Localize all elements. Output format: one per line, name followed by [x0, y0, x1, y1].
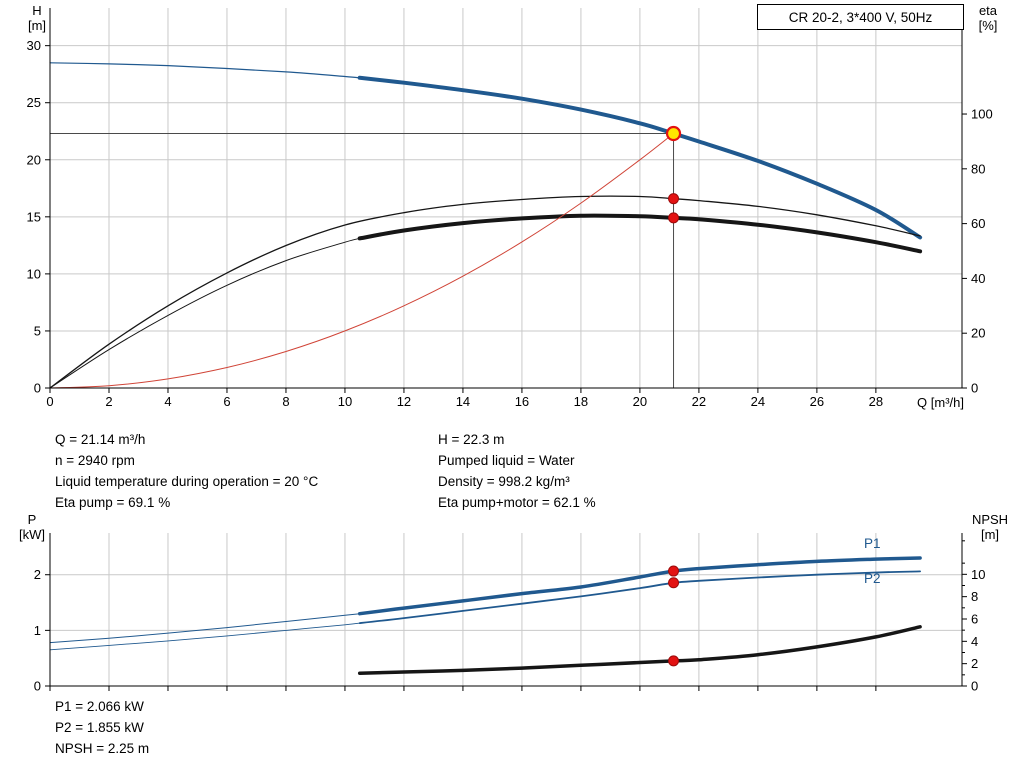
x-tick-label: 12 — [397, 394, 411, 409]
eta-pump-point — [668, 193, 680, 205]
y-left-tick-label: 10 — [27, 266, 41, 281]
y-right-tick-label: 8 — [971, 589, 978, 604]
x-tick-label: 8 — [282, 394, 289, 409]
npsh-axis-symbol: NPSH — [971, 512, 1009, 527]
y-right-tick-label: 0 — [971, 381, 978, 396]
p2-curve — [358, 570, 921, 624]
y-right-tick-label: 10 — [971, 567, 985, 582]
y-right-tick-label: 6 — [971, 611, 978, 626]
eta-axis-label: eta [%] — [966, 3, 1010, 33]
head-axis-symbol: H — [32, 3, 42, 18]
y-left-tick-label: 2 — [34, 567, 41, 582]
duty-point — [665, 125, 682, 142]
npsh-axis-label: NPSH [m] — [962, 512, 1018, 542]
x-tick-label: 10 — [338, 394, 352, 409]
p1-point — [668, 565, 680, 577]
x-tick-label: 24 — [751, 394, 765, 409]
power-npsh-results: P1 = 2.066 kW P2 = 1.855 kW NPSH = 2.25 … — [55, 696, 149, 759]
x-tick-label: 26 — [810, 394, 824, 409]
npsh-axis-unit: [m] — [980, 527, 1000, 542]
eta-pump-motor-curve — [357, 213, 923, 254]
flow-text: Q = 21.14 m³/h — [55, 432, 146, 447]
eta-axis-symbol: eta — [978, 3, 998, 18]
pump-model-title: CR 20-2, 3*400 V, 50Hz — [757, 4, 964, 30]
density-text: Density = 998.2 kg/m³ — [438, 474, 570, 489]
y-right-tick-label: 100 — [971, 107, 993, 122]
power-axis-label: P [kW] — [12, 512, 52, 542]
y-left-tick-label: 5 — [34, 323, 41, 338]
npsh-curve — [357, 625, 922, 675]
pumped-liquid-text: Pumped liquid = Water — [438, 453, 575, 468]
duty-point-info-right: H = 22.3 m Pumped liquid = Water Density… — [438, 429, 596, 513]
x-tick-label: 4 — [164, 394, 171, 409]
y-right-tick-label: 2 — [971, 656, 978, 671]
liquid-temperature-text: Liquid temperature during operation = 20… — [55, 474, 319, 489]
x-tick-label: 2 — [105, 394, 112, 409]
p2-point — [668, 577, 680, 589]
x-tick-label: 20 — [633, 394, 647, 409]
duty-point-info-left: Q = 21.14 m³/h n = 2940 rpm Liquid tempe… — [55, 429, 318, 513]
p1-curve — [357, 556, 922, 616]
y-left-tick-label: 0 — [34, 679, 41, 694]
eta-axis-unit: [%] — [978, 18, 998, 33]
x-tick-label: 16 — [515, 394, 529, 409]
speed-text: n = 2940 rpm — [55, 453, 135, 468]
p2-result-text: P2 = 1.855 kW — [55, 720, 144, 735]
x-tick-label: 28 — [869, 394, 883, 409]
head-text: H = 22.3 m — [438, 432, 505, 447]
y-right-tick-label: 40 — [971, 271, 985, 286]
y-right-tick-label: 60 — [971, 216, 985, 231]
eta-pump-motor-thin — [49, 237, 361, 389]
y-left-tick-label: 20 — [27, 152, 41, 167]
y-right-tick-label: 0 — [971, 679, 978, 694]
eta-pump-text: Eta pump = 69.1 % — [55, 495, 171, 510]
npsh-result-text: NPSH = 2.25 m — [55, 741, 150, 756]
p2-curve-label: P2 — [864, 571, 881, 586]
p1-curve-label: P1 — [864, 536, 881, 551]
y-left-tick-label: 25 — [27, 95, 41, 110]
power-axis-symbol: P — [27, 512, 37, 527]
power-axis-unit: [kW] — [19, 527, 45, 542]
head-curve-thin — [49, 62, 361, 79]
y-right-tick-label: 80 — [971, 161, 985, 176]
y-left-tick-label: 15 — [27, 209, 41, 224]
x-tick-label: 6 — [223, 394, 230, 409]
flow-axis-label: Q [m³/h] — [917, 395, 964, 410]
eta-pump-motor-point — [668, 212, 680, 224]
y-right-tick-label: 4 — [971, 634, 978, 649]
system-curve — [49, 133, 674, 389]
x-tick-label: 22 — [692, 394, 706, 409]
eta-pump-motor-text: Eta pump+motor = 62.1 % — [438, 495, 596, 510]
npsh-point — [668, 655, 680, 667]
y-right-tick-label: 20 — [971, 326, 985, 341]
head-axis-unit: [m] — [27, 18, 47, 33]
y-left-tick-label: 30 — [27, 38, 41, 53]
y-left-tick-label: 1 — [34, 623, 41, 638]
p2-curve-thin — [49, 622, 361, 651]
head-curve — [357, 75, 923, 240]
p1-result-text: P1 = 2.066 kW — [55, 699, 144, 714]
x-tick-label: 0 — [46, 394, 53, 409]
p1-curve-thin — [49, 613, 361, 644]
x-tick-label: 18 — [574, 394, 588, 409]
eta-pump-curve — [49, 195, 921, 389]
y-left-tick-label: 0 — [34, 381, 41, 396]
x-tick-label: 14 — [456, 394, 470, 409]
head-axis-label: H [m] — [20, 3, 54, 33]
